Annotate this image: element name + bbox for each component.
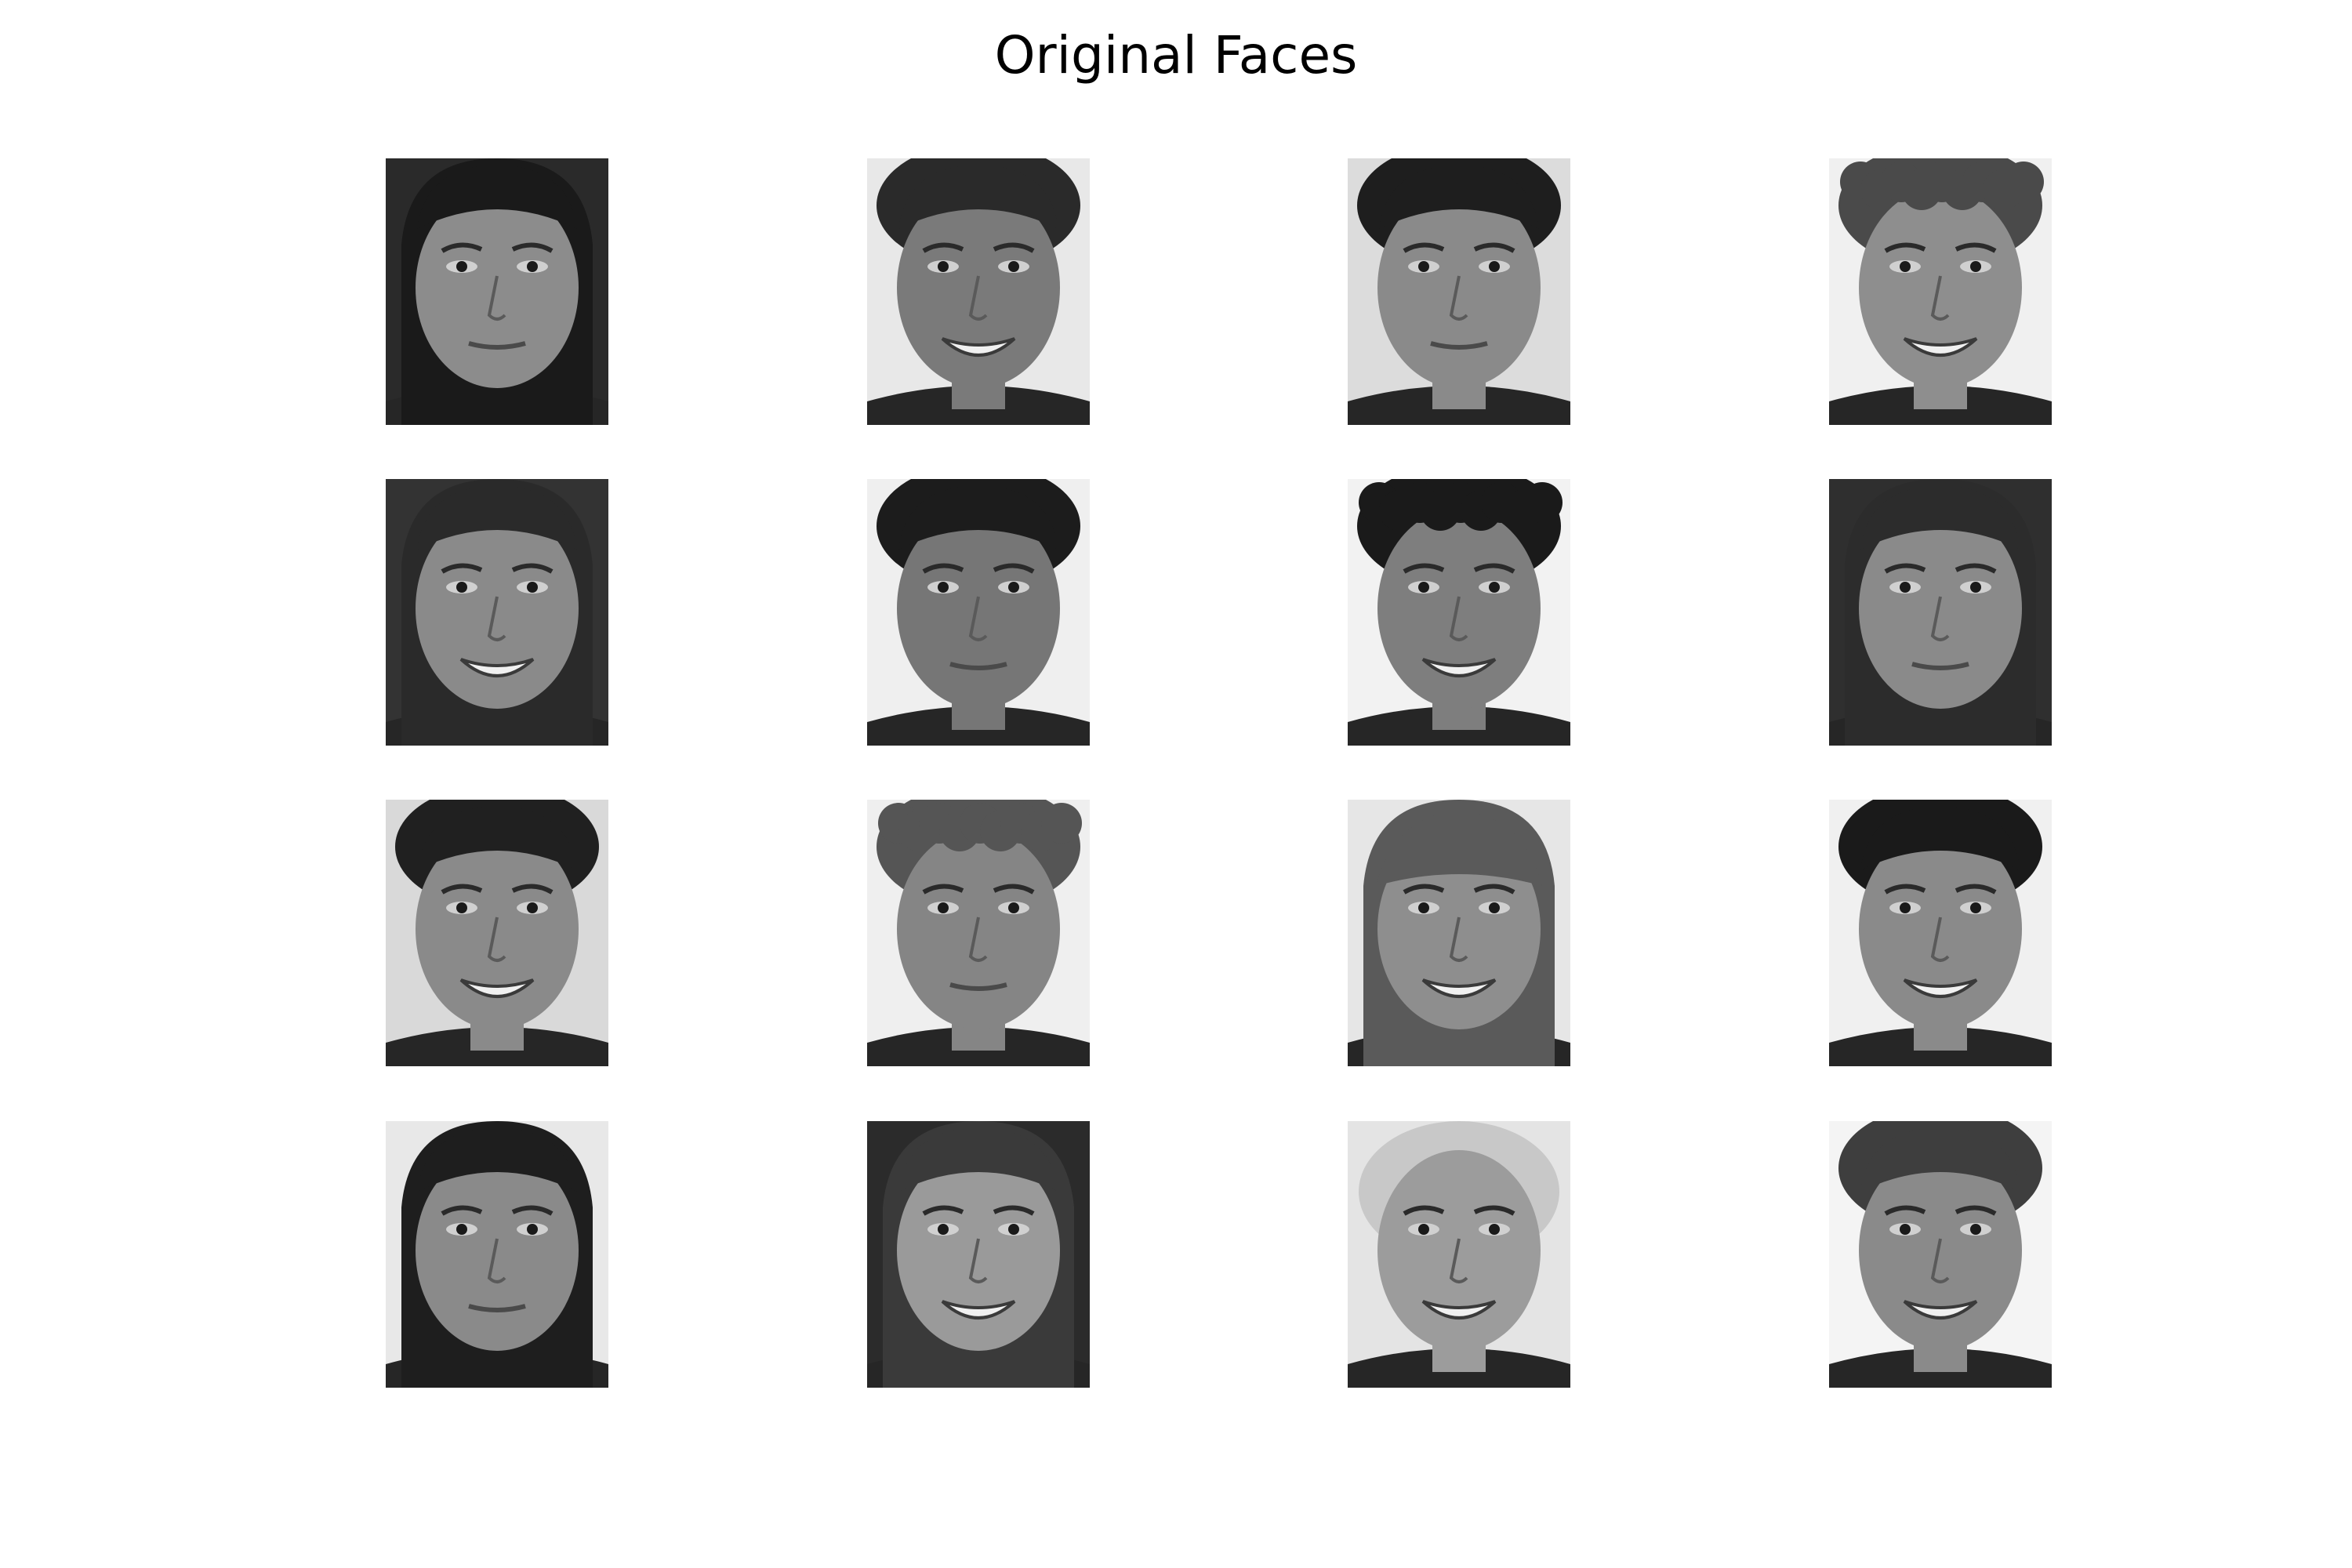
face-image <box>1829 479 2052 746</box>
face-image <box>1348 158 1570 425</box>
face-image <box>1348 1121 1570 1388</box>
face-image <box>867 1121 1090 1388</box>
face-image <box>1829 158 2052 425</box>
face-image <box>867 800 1090 1066</box>
face-image <box>867 479 1090 746</box>
face-image <box>386 1121 608 1388</box>
face-image <box>1829 800 2052 1066</box>
face-image <box>386 158 608 425</box>
face-image <box>1829 1121 2052 1388</box>
face-image <box>1348 479 1570 746</box>
face-image <box>386 800 608 1066</box>
face-image <box>386 479 608 746</box>
face-image <box>1348 800 1570 1066</box>
face-image <box>867 158 1090 425</box>
